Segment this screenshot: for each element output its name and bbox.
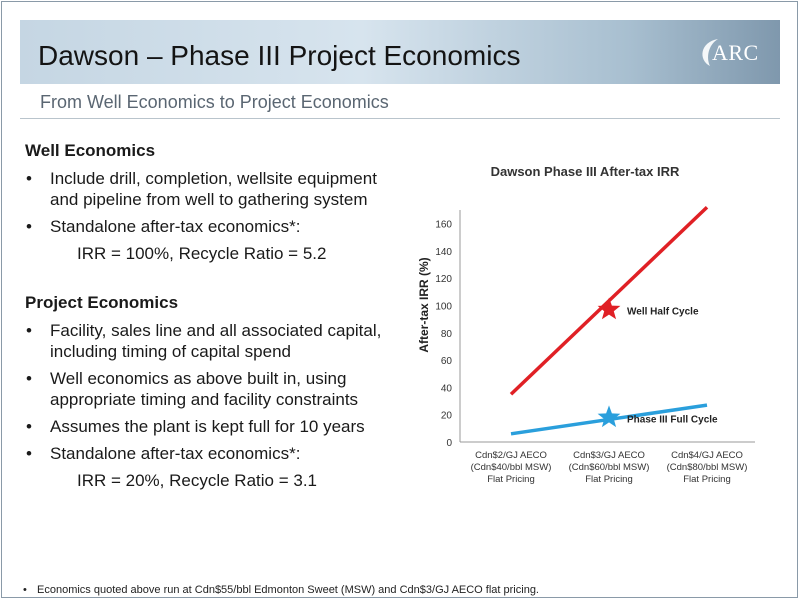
x-tick-label-line: (Cdn$80/bbl MSW) — [667, 462, 748, 473]
x-tick-label-line: Flat Pricing — [487, 474, 535, 485]
x-tick-label-line: Flat Pricing — [585, 474, 633, 485]
x-tick-label: Cdn$4/GJ AECO (Cdn$80/bbl MSW) Flat Pricin… — [667, 450, 748, 485]
well-economics-list: Include drill, completion, wellsite equi… — [25, 168, 395, 237]
x-tick-label-line: Cdn$2/GJ AECO — [475, 450, 547, 461]
series-star-marker — [597, 297, 621, 320]
logo-text: ARC — [712, 40, 759, 65]
x-tick-label-line: Cdn$4/GJ AECO — [671, 450, 743, 461]
x-tick-label-line: Cdn$3/GJ AECO — [573, 450, 645, 461]
y-tick-label: 80 — [441, 329, 453, 340]
list-item: Well economics as above built in, using … — [25, 368, 395, 410]
well-economics-heading: Well Economics — [25, 141, 156, 160]
series-lines: Well Half Cycle Phase III Full Cycle — [509, 206, 718, 436]
list-item: Standalone after-tax economics*: — [25, 216, 395, 237]
x-axis-ticks: Cdn$2/GJ AECO (Cdn$40/bbl MSW) Flat Pricin… — [471, 450, 748, 485]
x-tick-label: Cdn$3/GJ AECO (Cdn$60/bbl MSW) Flat Pricin… — [569, 450, 650, 485]
x-tick-label-line: Flat Pricing — [683, 474, 731, 485]
y-tick-label: 40 — [441, 383, 453, 394]
y-tick-label: 120 — [435, 274, 452, 285]
list-item: Standalone after-tax economics*: — [25, 443, 395, 464]
x-tick-label-line: (Cdn$40/bbl MSW) — [471, 462, 552, 473]
logo-swoosh-icon — [702, 39, 718, 66]
series-label: Well Half Cycle — [627, 307, 699, 318]
title-banner: Dawson – Phase III Project Economics ARC — [20, 20, 780, 84]
slide-title: Dawson – Phase III Project Economics — [38, 40, 521, 71]
list-item: Facility, sales line and all associated … — [25, 320, 395, 362]
y-tick-label: 60 — [441, 356, 453, 367]
y-tick-label: 160 — [435, 220, 452, 231]
y-axis-label: After-tax IRR (%) — [417, 257, 431, 352]
project-economics-section: Project Economics Facility, sales line a… — [25, 292, 395, 491]
y-tick-label: 100 — [435, 302, 452, 313]
chart-title: Dawson Phase III After-tax IRR — [491, 164, 680, 179]
series-label: Phase III Full Cycle — [627, 414, 718, 425]
well-economics-result: IRR = 100%, Recycle Ratio = 5.2 — [77, 244, 327, 263]
project-economics-result: IRR = 20%, Recycle Ratio = 3.1 — [77, 471, 318, 490]
text-column: Well Economics Include drill, completion… — [25, 140, 395, 491]
list-item: Assumes the plant is kept full for 10 ye… — [25, 416, 395, 437]
y-tick-label: 20 — [441, 411, 453, 422]
y-axis-ticks: 0 20 40 60 80 100 120 140 160 — [435, 220, 452, 449]
x-tick-label-line: (Cdn$60/bbl MSW) — [569, 462, 650, 473]
irr-line-chart: Dawson Phase III After-tax IRR After-tax… — [417, 164, 755, 485]
y-tick-label: 140 — [435, 247, 452, 258]
well-economics-section: Well Economics Include drill, completion… — [25, 140, 395, 264]
project-economics-list: Facility, sales line and all associated … — [25, 320, 395, 464]
slide-subtitle: From Well Economics to Project Economics — [40, 92, 389, 112]
footnote: Economics quoted above run at Cdn$55/bbl… — [23, 584, 539, 596]
list-item: Include drill, completion, wellsite equi… — [25, 168, 395, 210]
arc-logo: ARC — [696, 36, 766, 70]
subtitle-divider — [20, 118, 780, 119]
y-tick-label: 0 — [446, 438, 452, 449]
x-tick-label: Cdn$2/GJ AECO (Cdn$40/bbl MSW) Flat Pricin… — [471, 450, 552, 485]
project-economics-heading: Project Economics — [25, 293, 179, 312]
series-star-marker — [597, 405, 621, 428]
